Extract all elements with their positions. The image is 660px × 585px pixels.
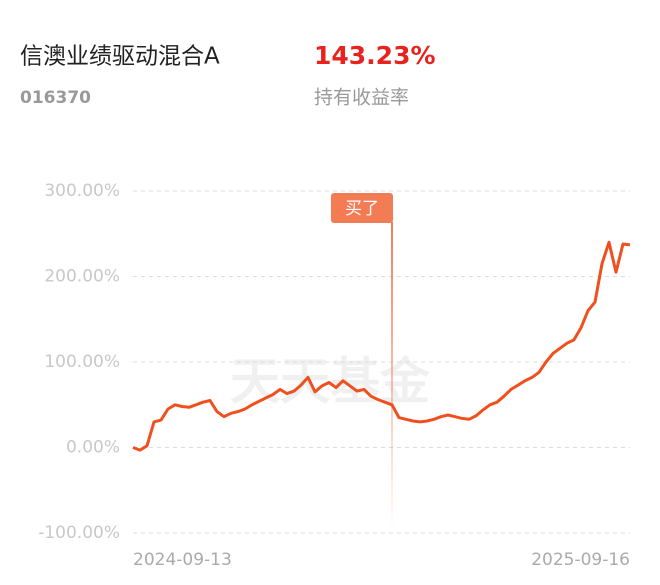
buy-badge — [331, 193, 393, 223]
y-tick-label: -100.00% — [38, 523, 120, 543]
buy-label: 买了 — [345, 199, 379, 219]
grid — [133, 190, 630, 534]
x-tick-label: 2025-09-16 — [531, 550, 630, 570]
return-value: 143.23% — [314, 41, 436, 70]
return-label: 持有收益率 — [314, 87, 409, 109]
y-tick-label: 300.00% — [44, 181, 120, 201]
y-tick-label: 200.00% — [44, 267, 120, 287]
x-tick-label: 2024-09-13 — [133, 550, 232, 570]
fund-name: 信澳业绩驱动混合A — [20, 44, 220, 70]
fund-code: 016370 — [20, 88, 91, 108]
buy-line — [391, 222, 393, 530]
y-tick-label: 0.00% — [66, 438, 120, 458]
line-series — [132, 240, 631, 452]
y-tick-label: 100.00% — [44, 352, 120, 372]
